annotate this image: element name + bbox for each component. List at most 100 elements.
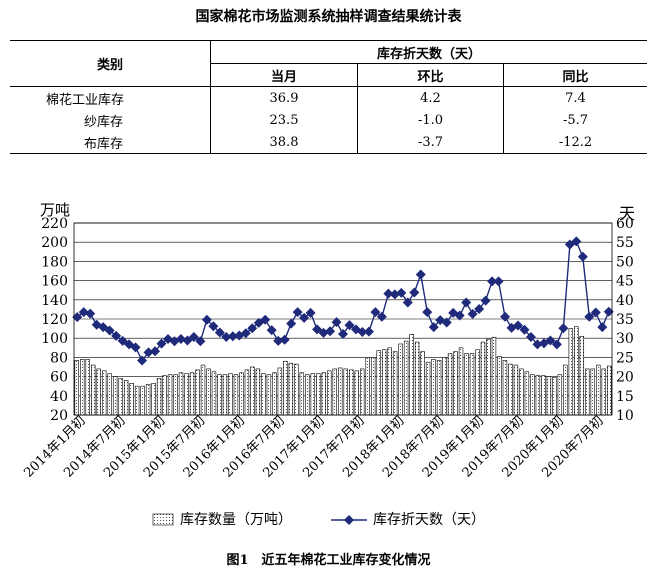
line-point (162, 333, 173, 344)
line-point (72, 312, 83, 323)
bar (349, 369, 354, 416)
y-tick-right: 35 (616, 312, 634, 328)
y-tick-right: 55 (616, 235, 634, 251)
line-point (357, 327, 368, 338)
line-point (292, 307, 303, 318)
bar (206, 368, 211, 416)
y-tick-left: 200 (41, 235, 68, 251)
line-point (480, 295, 491, 306)
line-point (338, 328, 348, 339)
bar (167, 374, 173, 416)
line-point (195, 336, 206, 347)
y-tick-right: 20 (616, 370, 634, 386)
line-point (286, 318, 297, 329)
line-point (415, 269, 426, 280)
y-tick-right: 25 (616, 350, 634, 366)
bar (409, 334, 414, 416)
y-tick-left: 80 (50, 350, 68, 366)
bar (480, 341, 486, 416)
line-point (91, 319, 102, 330)
y-tick-left: 60 (50, 370, 68, 386)
line-point (493, 276, 504, 287)
bar (134, 385, 140, 416)
line-point (331, 317, 342, 328)
bar (305, 374, 310, 416)
table-row: 布库存 38.8 -3.7 -12.2 (10, 131, 647, 154)
row-yoy: -5.7 (503, 109, 647, 131)
bar (425, 361, 431, 416)
bar (469, 353, 475, 416)
bar (266, 374, 272, 416)
line-point (454, 310, 465, 321)
bar (101, 370, 107, 416)
line-point (305, 307, 316, 318)
line-point (409, 287, 420, 298)
line-point (584, 311, 595, 322)
y-tick-right: 60 (616, 216, 634, 232)
row-mom: 4.2 (357, 86, 504, 109)
bar (359, 368, 365, 416)
bar (420, 351, 425, 416)
line-point (221, 332, 232, 343)
bar (557, 374, 563, 416)
line-point (474, 304, 485, 315)
line-point (564, 239, 575, 250)
line-point (487, 276, 498, 287)
line-point (577, 251, 588, 262)
bar (585, 368, 590, 416)
bar (96, 368, 101, 416)
legend-bar-label: 库存数量（万吨） (180, 512, 292, 528)
line-point (247, 323, 258, 334)
line-point (370, 307, 381, 318)
bar (535, 375, 541, 416)
line-point (208, 321, 219, 332)
header-month: 当月 (210, 63, 358, 87)
bar (244, 369, 250, 416)
bar (519, 368, 524, 416)
line-point (590, 307, 601, 318)
header-mom: 环比 (357, 63, 504, 87)
y-tick-right: 45 (616, 274, 634, 290)
bar (475, 349, 480, 416)
bar (491, 336, 497, 416)
bar (129, 383, 134, 416)
row-label: 布库存 (10, 131, 211, 154)
line-point (130, 342, 141, 353)
line-point (532, 339, 543, 350)
line-point (383, 288, 394, 299)
bar (486, 338, 491, 416)
bar (596, 364, 601, 416)
table-title: 国家棉花市场监测系统抽样调查结果统计表 (195, 9, 462, 25)
line-point (441, 317, 452, 328)
header-yoy: 同比 (503, 63, 647, 87)
bar (524, 371, 530, 416)
line-point (150, 346, 161, 357)
bar (579, 335, 585, 416)
bar (277, 367, 283, 416)
plot-frame (73, 222, 613, 416)
row-yoy: 7.4 (503, 86, 647, 109)
line-point (201, 314, 212, 325)
line-point (597, 322, 608, 333)
bar (563, 364, 568, 416)
bar (140, 385, 145, 416)
bar (365, 357, 370, 416)
bar (294, 363, 299, 416)
bar (233, 374, 239, 416)
row-month: 36.9 (210, 86, 358, 109)
line-point (279, 334, 290, 345)
table-row: 纱库存 23.5 -1.0 -5.7 (10, 109, 647, 131)
bar (387, 347, 392, 416)
line-point (603, 306, 614, 317)
row-label: 棉花工业库存 (46, 92, 125, 108)
bar (151, 383, 156, 416)
bar (414, 341, 420, 416)
row-mom: -1.0 (357, 109, 504, 131)
bar (343, 368, 348, 416)
bar (189, 372, 195, 416)
bar (272, 372, 277, 416)
line-point (558, 323, 569, 334)
line-point (500, 311, 511, 322)
row-mom: -3.7 (357, 131, 504, 154)
row-yoy: -12.2 (503, 131, 647, 154)
